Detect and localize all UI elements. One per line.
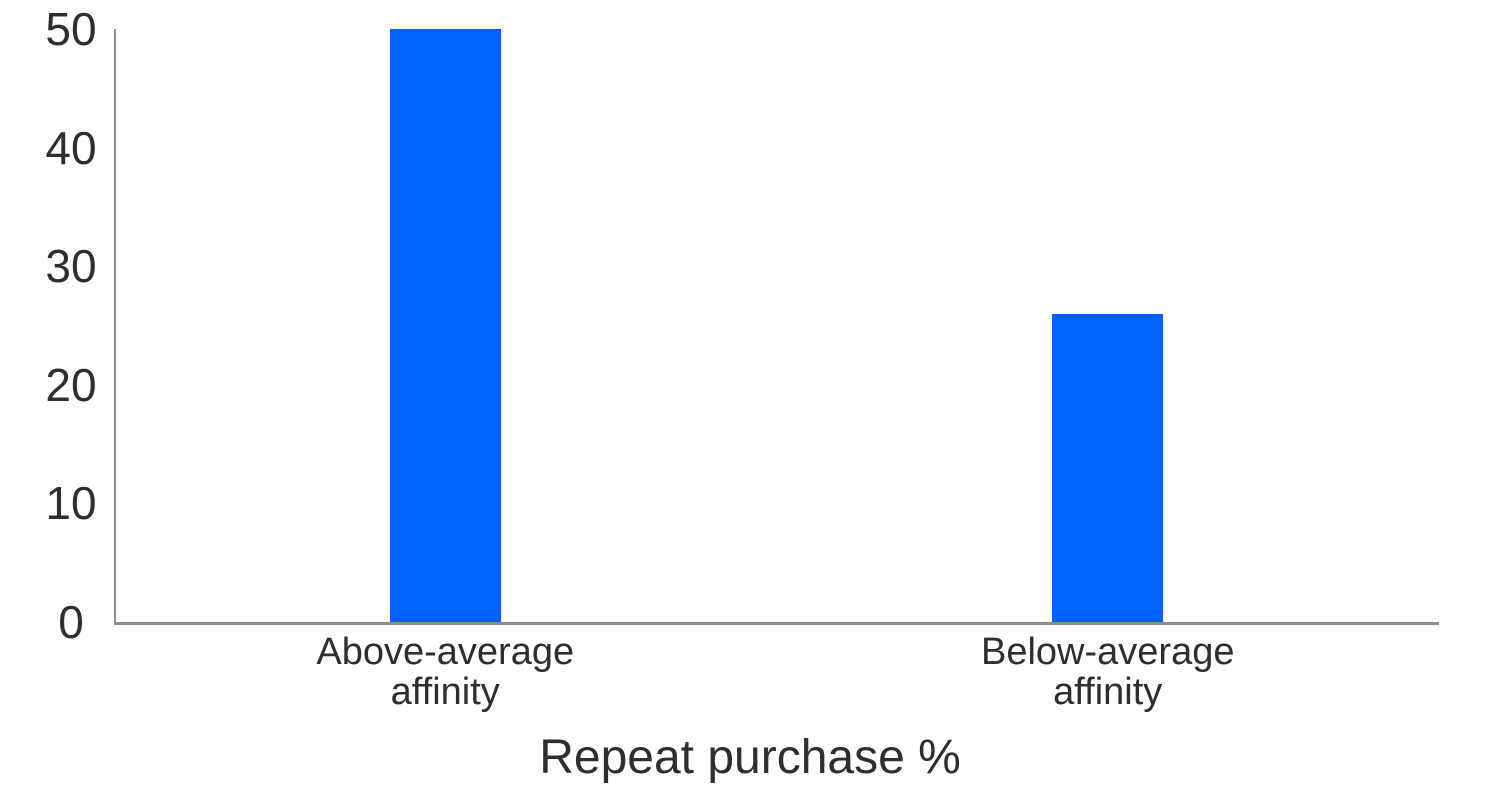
x-axis-title: Repeat purchase % — [539, 731, 961, 784]
y-axis-tick-label: 40 — [45, 121, 97, 174]
x-axis-category-label: Above-average affinity — [316, 631, 575, 713]
x-axis-category-label: Below-average affinity — [981, 631, 1235, 713]
y-axis-tick-label: 20 — [45, 358, 97, 411]
x-axis-line — [114, 622, 1439, 625]
y-axis-tick-label: 30 — [45, 240, 97, 293]
y-axis-tick-label: 50 — [45, 3, 97, 55]
y-axis-tick-label: 10 — [45, 477, 97, 530]
bar — [389, 29, 501, 622]
bar — [1052, 313, 1164, 622]
y-axis-tick-label: 0 — [58, 596, 84, 648]
y-axis-line — [114, 29, 116, 622]
